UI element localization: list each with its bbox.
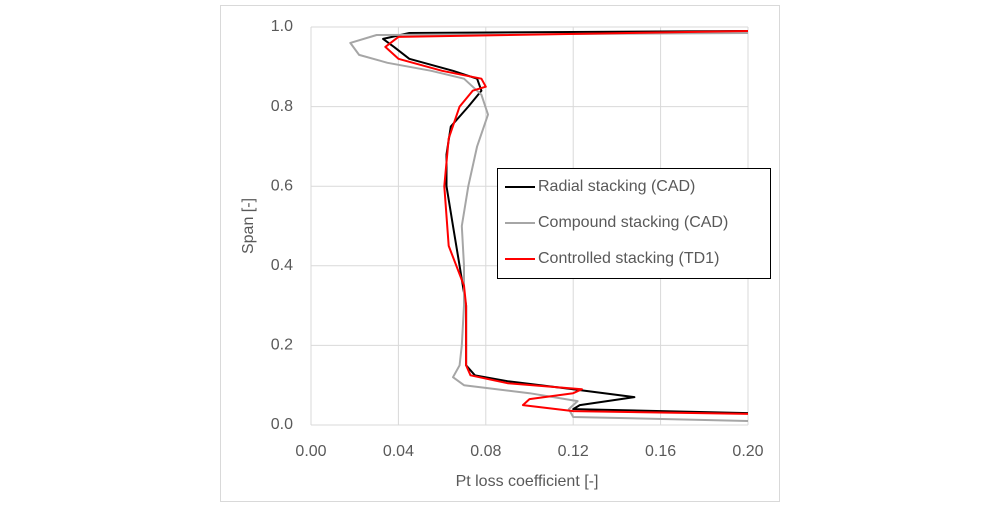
x-tick-label: 0.08	[470, 443, 501, 460]
x-tick-label: 0.04	[383, 443, 414, 460]
series-line	[349, 32, 749, 422]
legend-box	[497, 168, 771, 279]
legend-label: Controlled stacking (TD1)	[538, 250, 719, 267]
legend-label: Radial stacking (CAD)	[538, 178, 695, 195]
x-axis-title: Pt loss coefficient [-]	[456, 473, 599, 490]
y-tick-label: 0.4	[271, 257, 293, 274]
series-line	[382, 30, 749, 415]
series-line	[384, 30, 749, 415]
y-tick-label: 0.6	[271, 177, 293, 194]
y-axis-title: Span [-]	[240, 198, 257, 254]
y-tick-label: 1.0	[271, 18, 293, 35]
y-tick-label: 0.0	[271, 416, 293, 433]
x-tick-label: 0.12	[558, 443, 589, 460]
y-tick-label: 0.8	[271, 98, 293, 115]
legend-label: Compound stacking (CAD)	[538, 214, 728, 231]
x-tick-label: 0.16	[645, 443, 676, 460]
x-tick-label: 0.20	[732, 443, 763, 460]
x-tick-label: 0.00	[295, 443, 326, 460]
y-tick-label: 0.2	[271, 337, 293, 354]
